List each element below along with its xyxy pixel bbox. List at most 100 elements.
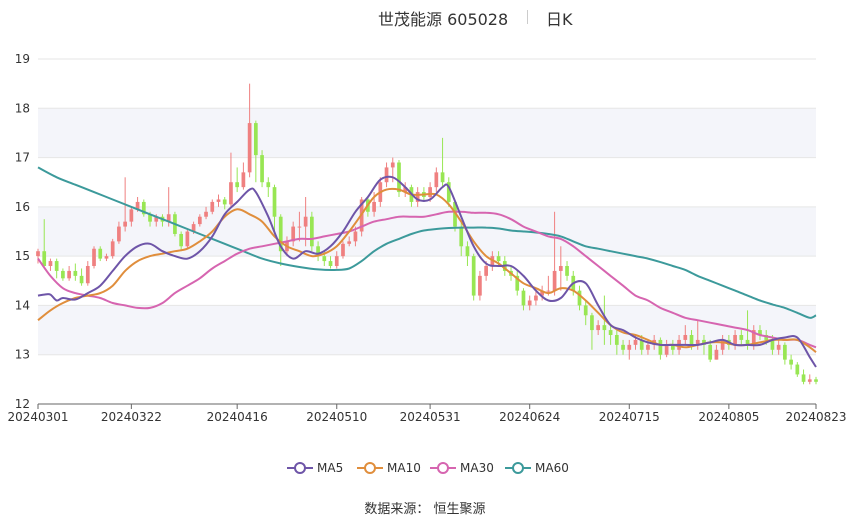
candle-body (272, 187, 277, 217)
candle-body (465, 246, 470, 257)
ma30-line (37, 210, 817, 349)
candle-body (664, 344, 669, 355)
y-tick-label: 14 (15, 298, 30, 312)
candle-body (229, 182, 233, 205)
candle-body (639, 339, 644, 350)
candle-body (104, 256, 109, 259)
candle-body (384, 167, 389, 183)
candle-body (204, 211, 208, 217)
candle-body (191, 224, 196, 232)
candle-body (596, 325, 601, 331)
candle-body (702, 339, 706, 345)
candle-body (341, 243, 345, 257)
candle-body (216, 199, 221, 202)
candle-body (540, 290, 544, 296)
title-separator (527, 10, 528, 24)
candle-body (117, 226, 121, 242)
candle-body (590, 315, 594, 331)
candle-body (135, 201, 140, 210)
candle-body (266, 182, 271, 188)
candle-body (521, 290, 526, 306)
candle-body (807, 379, 812, 382)
candle-body (235, 182, 240, 188)
candle-body (397, 162, 401, 193)
candle-body (73, 270, 78, 276)
candle-body (241, 172, 246, 188)
ma60-line (37, 166, 817, 319)
x-tick-label: 20240322 (101, 410, 162, 424)
candle-body (322, 256, 327, 262)
candle-body (527, 300, 532, 306)
x-tick-label: 20240510 (306, 410, 367, 424)
candle-body (565, 266, 569, 276)
candle-body (291, 226, 296, 242)
legend-ma30[interactable]: MA30 (430, 458, 494, 478)
candle-body (453, 201, 457, 227)
candle-body (353, 231, 358, 242)
candle-body (783, 344, 787, 360)
legend-ma60[interactable]: MA60 (505, 458, 569, 478)
legend-ma60-label: MA60 (535, 461, 569, 475)
candle-body (614, 335, 619, 345)
legend-ma10[interactable]: MA10 (357, 458, 421, 478)
candle-body (154, 216, 159, 222)
candle-body (745, 339, 750, 345)
y-tick-label: 13 (15, 348, 30, 362)
candle-body (670, 344, 675, 350)
candle-body (739, 335, 744, 340)
x-tick-label: 20240301 (7, 410, 68, 424)
grid-band (38, 305, 816, 355)
candle-body (751, 330, 756, 345)
data-source: 数据来源： 恒生聚源 (364, 502, 486, 517)
candle-body (577, 290, 582, 306)
candle-body (789, 359, 793, 365)
candle-body (720, 339, 725, 350)
candle-body (123, 221, 127, 227)
candle-body (79, 275, 84, 284)
x-tick-label: 20240416 (207, 410, 268, 424)
title-period: 日K (546, 10, 573, 29)
candle-body (758, 330, 762, 335)
y-tick-label: 15 (15, 249, 30, 263)
candle-body (695, 339, 700, 345)
legend-ma5[interactable]: MA5 (287, 458, 343, 478)
candle-body (247, 123, 252, 173)
legend-ma5-marker (287, 461, 313, 475)
candle-body (54, 261, 59, 271)
candle-body (347, 241, 352, 244)
candle-body (316, 246, 320, 257)
candle-body (328, 261, 333, 266)
candle-body (459, 226, 464, 247)
candle-body (689, 335, 694, 345)
legend-ma10-marker (357, 461, 383, 475)
grid-band (38, 206, 816, 257)
candle-body (546, 290, 551, 292)
legend: MA5 MA10 MA30 MA60 (0, 458, 850, 478)
candle-body (61, 270, 65, 279)
candle-body (795, 364, 800, 375)
candle-body (67, 270, 71, 279)
candle-body (776, 344, 781, 350)
candle-body (558, 266, 563, 271)
candle-body (484, 266, 488, 276)
candle-body (478, 275, 482, 296)
candle-body (534, 295, 538, 301)
chart-title: 世茂能源 605028 日K (0, 4, 850, 29)
x-tick-label: 20240715 (599, 410, 660, 424)
candle-body (98, 248, 103, 259)
candle-body (185, 231, 190, 247)
candle-body (471, 256, 476, 296)
candle-body (552, 270, 557, 291)
grid-band (38, 108, 816, 158)
y-tick-label: 18 (15, 101, 30, 115)
candle-body (179, 233, 184, 247)
candle-body (260, 155, 264, 183)
candle-body (129, 209, 134, 222)
ma10-line (37, 187, 817, 353)
candle-body (434, 172, 439, 188)
candle-body (708, 344, 713, 360)
candle-body (646, 344, 650, 350)
candle-body (222, 199, 227, 205)
candle-body (197, 216, 202, 225)
